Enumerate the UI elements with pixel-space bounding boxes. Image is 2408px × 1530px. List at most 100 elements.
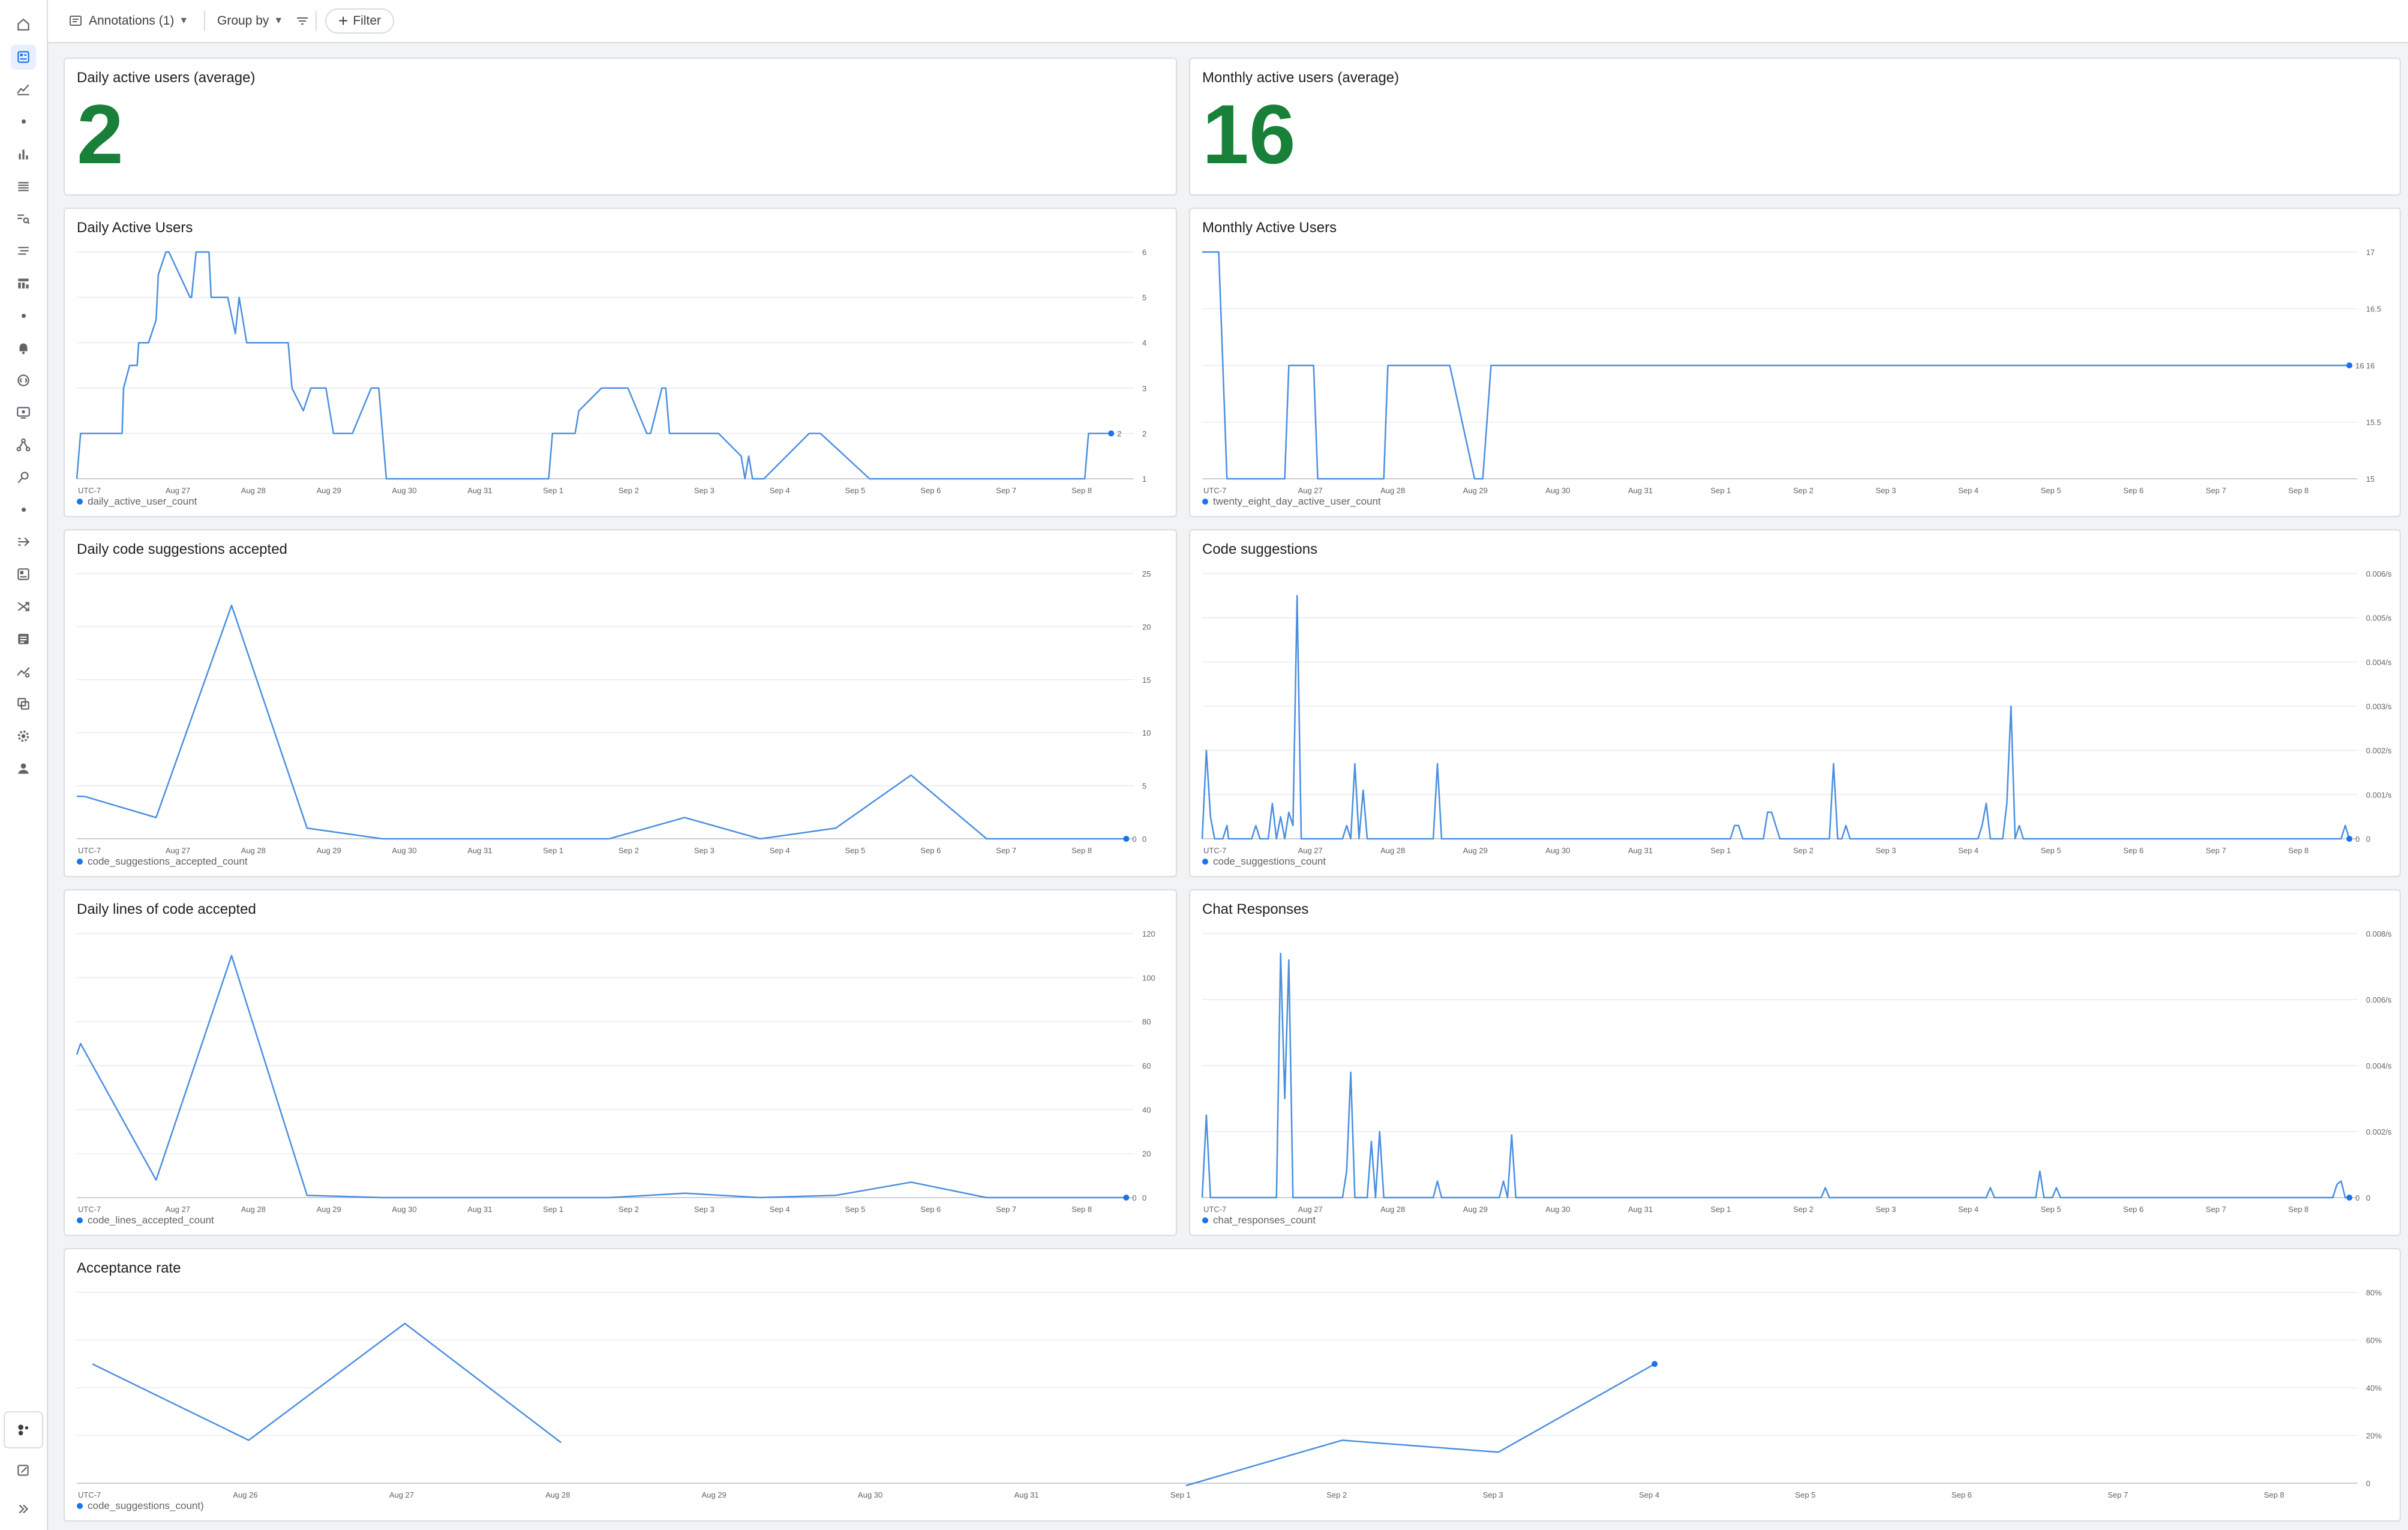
nav-person-icon[interactable]: [11, 756, 36, 781]
x-tick-label: Aug 29: [702, 1490, 726, 1499]
edit-icon: [17, 1465, 29, 1476]
nav-bar-chart-icon[interactable]: [11, 142, 36, 167]
y-tick-label: 80: [1142, 1018, 1151, 1027]
chart-legend[interactable]: code_suggestions_count: [1202, 856, 1326, 868]
series-end-point[interactable]: [2346, 836, 2353, 842]
nav-chart-icon[interactable]: [11, 77, 36, 102]
x-tick-label: UTC-7: [1203, 846, 1226, 855]
nav-tune-icon[interactable]: [11, 238, 36, 263]
chart-card-monthly-active-users: Monthly Active Users twenty_eight_day_act…: [1189, 208, 2401, 517]
x-tick-label: Sep 2: [618, 1205, 639, 1214]
series-end-point[interactable]: [1123, 836, 1130, 842]
nav-api-icon[interactable]: [11, 368, 36, 393]
y-tick-label: 15.5: [2366, 418, 2381, 427]
legend-dot-icon: [77, 499, 83, 505]
nav-section-dot: [11, 303, 36, 328]
filter-button[interactable]: + Filter: [325, 8, 395, 34]
nav-section-dot: [11, 109, 36, 134]
series-end-point[interactable]: [2346, 362, 2353, 368]
legend-label: daily_active_user_count: [88, 496, 197, 507]
y-tick-label: 15: [2366, 475, 2374, 484]
chart-legend[interactable]: chat_responses_count: [1202, 1214, 1316, 1226]
chart-legend[interactable]: twenty_eight_day_active_user_count: [1202, 496, 1381, 508]
nav-apps-icon[interactable]: [4, 1411, 43, 1448]
nav-pipeline-icon[interactable]: [11, 529, 36, 554]
x-tick-label: Aug 30: [392, 846, 416, 855]
series-line[interactable]: [1201, 952, 2350, 1199]
y-tick-label: 0.006/s: [2366, 995, 2392, 1004]
nav-trace-icon[interactable]: [11, 465, 36, 490]
x-tick-label: Sep 6: [2123, 486, 2143, 495]
legend-dot-icon: [1202, 499, 1208, 505]
nav-layers-icon[interactable]: [11, 691, 36, 716]
y-tick-label: 60: [1142, 1061, 1151, 1070]
nav-bell-icon[interactable]: [11, 335, 36, 361]
y-tick-label: 0.004/s: [2366, 1061, 2392, 1070]
chart-svg: 1 2 3 4 5 6 UTC-7 Aug 27 Aug 28 Aug 29 Aug 30 Aug 3…: [76, 248, 1146, 495]
series-end-point[interactable]: [1652, 1361, 1658, 1367]
x-tick-label: Aug 28: [1380, 846, 1405, 855]
chart-card-daily-code-suggestions-accepted: Daily code suggestions accepted code_sugg…: [64, 529, 1177, 877]
series-line[interactable]: [76, 251, 1112, 480]
x-tick-label: Sep 2: [1326, 1490, 1347, 1499]
y-tick-label: 40: [1142, 1105, 1151, 1114]
y-tick-label: 20: [1142, 622, 1151, 631]
x-tick-label: Aug 30: [858, 1490, 882, 1499]
y-tick-label: 0: [2366, 835, 2370, 844]
x-tick-label: Aug 31: [1628, 846, 1653, 855]
y-tick-label: 16: [2366, 361, 2374, 370]
nav-reports-icon[interactable]: [11, 271, 36, 296]
x-tick-label: Sep 7: [996, 1205, 1016, 1214]
y-tick-label: 0: [2366, 1479, 2370, 1488]
nav-shuffle-icon[interactable]: [11, 594, 36, 619]
y-tick-label: 0.004/s: [2366, 658, 2392, 667]
legend-dot-icon: [77, 859, 83, 865]
group-by-button[interactable]: Group by ▼: [217, 8, 283, 34]
chart-legend[interactable]: daily_active_user_count: [77, 496, 197, 508]
x-tick-label: Sep 8: [1071, 1205, 1092, 1214]
chart-legend[interactable]: code_suggestions_accepted_count: [77, 856, 248, 868]
annotations-button[interactable]: Annotations (1) ▼: [68, 8, 188, 34]
nav-list-icon[interactable]: [11, 174, 36, 199]
nav-gear-icon[interactable]: [11, 724, 36, 749]
series-line[interactable]: [1201, 595, 2350, 840]
series-line[interactable]: [1202, 251, 2350, 480]
nav-dashboard-icon[interactable]: [11, 44, 36, 70]
nav-edit-icon[interactable]: [11, 1458, 36, 1483]
series-line[interactable]: [76, 955, 1127, 1199]
nav-graph-icon[interactable]: [11, 433, 36, 458]
nav-expand-icon[interactable]: [11, 1496, 36, 1522]
list-icon: [18, 181, 29, 191]
series-line[interactable]: [1185, 1363, 1655, 1487]
y-tick-label: 10: [1142, 728, 1151, 737]
x-tick-label: Sep 6: [1951, 1490, 1972, 1499]
filter-list-button[interactable]: [295, 8, 310, 34]
y-tick-label: 16.5: [2366, 305, 2381, 314]
x-tick-label: Sep 7: [2206, 1205, 2226, 1214]
x-tick-label: Sep 6: [920, 846, 941, 855]
series-end-point[interactable]: [2346, 1195, 2353, 1201]
series-end-point[interactable]: [1108, 430, 1115, 437]
series-end-point[interactable]: [1123, 1195, 1130, 1201]
nav-trend-icon[interactable]: [11, 659, 36, 684]
series-line[interactable]: [77, 604, 1127, 840]
chart-svg: 0 20% 40% 60% 80% UTC-7 Aug 26 Aug 27 Aug 28 Aug …: [77, 1288, 2382, 1499]
dashboard-icon: [17, 51, 29, 63]
x-tick-label: Aug 31: [467, 486, 492, 495]
nav-notes-icon[interactable]: [11, 626, 36, 652]
plus-icon: +: [338, 11, 349, 30]
chart-title: Acceptance rate: [77, 1260, 181, 1276]
nav-panel-icon[interactable]: [11, 562, 36, 587]
x-tick-label: Aug 28: [241, 846, 266, 855]
chart-legend[interactable]: code_lines_accepted_count: [77, 1214, 214, 1226]
nav-home-icon[interactable]: [11, 12, 36, 37]
x-tick-label: Aug 31: [467, 846, 492, 855]
chart-legend[interactable]: code_suggestions_count): [77, 1500, 204, 1512]
series-line[interactable]: [92, 1322, 562, 1444]
nav-search-list-icon[interactable]: [11, 206, 36, 231]
apps-icon: [18, 1424, 29, 1436]
divider: [316, 11, 317, 31]
chart-card-code-suggestions: Code suggestions code_suggestions_count 0 0…: [1189, 529, 2401, 877]
chart-svg: 15 15.5 16 16.5 17 UTC-7 Aug 27 Aug 28 Aug 29 Aug…: [1202, 248, 2381, 495]
nav-monitor-icon[interactable]: [11, 400, 36, 425]
